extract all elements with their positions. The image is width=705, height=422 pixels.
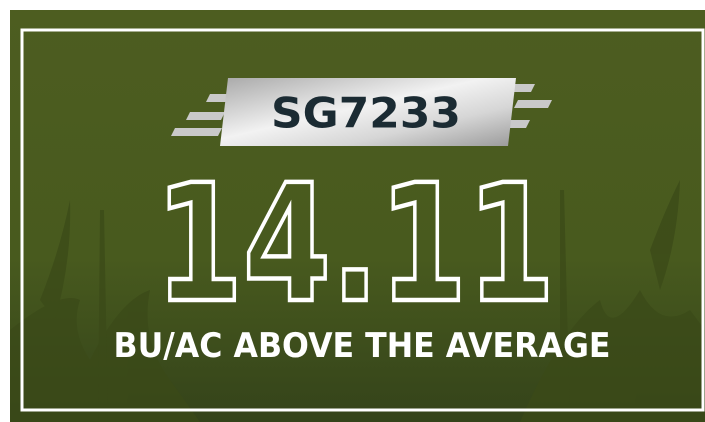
promo-graphic: SG7233 14.11 BU/AC ABOVE THE AVERAGE [0,0,705,422]
badge-label: SG7233 [271,89,461,138]
page: SG7233 14.11 BU/AC ABOVE THE AVERAGE (()… [0,0,705,422]
headline-caption: BU/AC ABOVE THE AVERAGE [114,326,611,366]
headline-value: 14.11 [155,151,555,339]
